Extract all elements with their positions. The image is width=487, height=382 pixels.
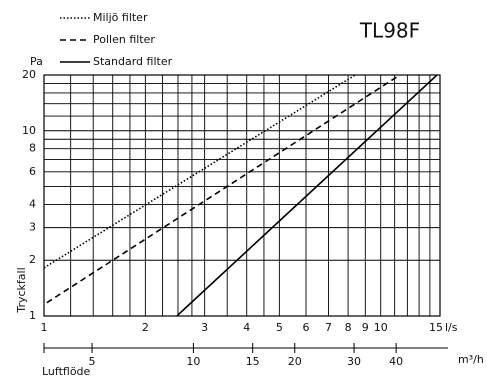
x2-tick-label: 30 [347, 355, 361, 368]
chart-title: TL98F [359, 19, 420, 43]
y-tick-label: 2 [29, 253, 36, 266]
x-tick-label: 15 [429, 321, 443, 334]
x2-unit: m³/h [458, 353, 484, 366]
y-label: Tryckfall [15, 267, 28, 313]
y-tick-label: 8 [29, 142, 36, 155]
plot-frame [43, 74, 441, 317]
y-tick-label: 20 [22, 68, 36, 81]
x-label: Luftflöde [42, 365, 91, 378]
series-line [43, 74, 356, 269]
legend-label: Pollen filter [93, 33, 155, 46]
x-tick-label: 7 [325, 321, 332, 334]
x-tick-label: 2 [142, 321, 149, 334]
x-unit: l/s [445, 321, 458, 334]
x-tick-label: 3 [201, 321, 208, 334]
x2-tick-label: 5 [89, 355, 96, 368]
x-tick-label: 8 [345, 321, 352, 334]
x-tick-label: 9 [362, 321, 369, 334]
x-tick-label: 10 [374, 321, 388, 334]
y-tick-label: 10 [22, 124, 36, 137]
y-tick-label: 4 [29, 197, 36, 210]
x-tick-label: 4 [243, 321, 250, 334]
x2-tick-label: 15 [246, 355, 260, 368]
x2-tick-label: 10 [186, 355, 200, 368]
series-line [176, 74, 438, 317]
y-tick-label: 6 [29, 165, 36, 178]
y-tick-label: 3 [29, 221, 36, 234]
series-line [46, 74, 401, 304]
y-tick-label: 1 [29, 309, 36, 322]
x-tick-label: 1 [41, 321, 48, 334]
x2-tick-label: 40 [389, 355, 403, 368]
x-tick-label: 6 [303, 321, 310, 334]
x2-tick-label: 20 [288, 355, 302, 368]
x-tick-label: 5 [276, 321, 283, 334]
legend-label: Standard filter [93, 55, 173, 68]
y-unit: Pa [30, 55, 43, 68]
legend-label: Miljö filter [93, 11, 148, 24]
